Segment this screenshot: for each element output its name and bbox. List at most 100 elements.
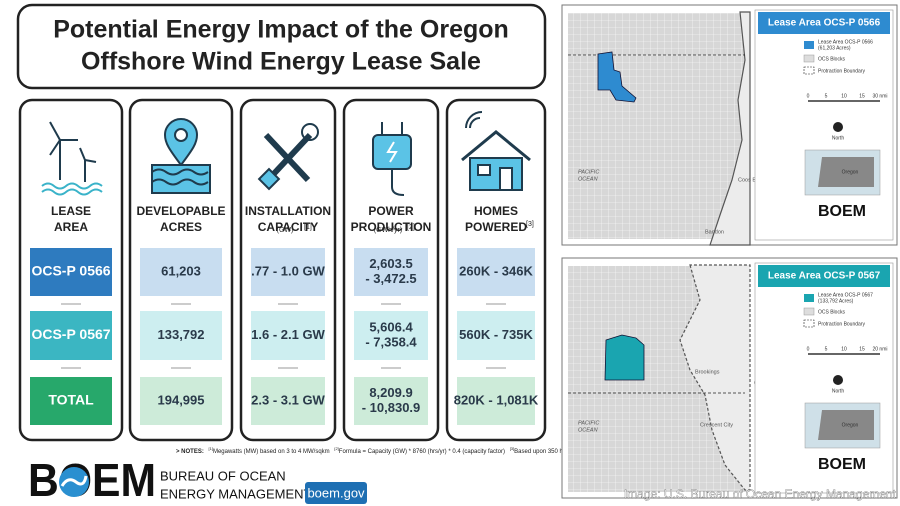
ocean-label: OCEAN	[578, 176, 598, 182]
cell-text: .77 - 1.0 GW	[251, 263, 325, 278]
table-cell	[354, 377, 428, 425]
map-title: Lease Area OCS-P 0567	[768, 271, 881, 282]
url: boem.gov	[307, 485, 365, 500]
map-title-box	[758, 265, 890, 287]
inset-state	[818, 410, 874, 440]
tools-icon	[257, 123, 319, 191]
column-header: LEASE	[51, 204, 91, 218]
table-cell	[251, 377, 325, 425]
place-label: Bandon	[705, 229, 724, 235]
scale-label: 20 nmi	[872, 346, 887, 352]
cell-text: 2.3 - 3.1 GW	[251, 392, 325, 407]
legend-swatch	[804, 294, 814, 302]
side-panel	[754, 9, 894, 241]
column-header: POWER	[368, 204, 414, 218]
cell-text: 2,603.5	[369, 256, 412, 271]
legend-swatch	[803, 319, 815, 328]
table-cell	[354, 311, 428, 360]
note-text: Formula = Capacity (GW) * 8760 (hrs/yr) …	[339, 449, 505, 455]
north-arrow	[833, 122, 843, 132]
cell-text: 194,995	[158, 392, 205, 407]
org-line: ENERGY MANAGEMENT	[160, 486, 312, 501]
column-unit: (GW)	[277, 227, 294, 234]
cell-text: OCS-P 0567	[31, 326, 110, 342]
table-cell	[30, 377, 112, 425]
scale-label: 0	[807, 346, 810, 352]
map-title-box	[758, 12, 890, 34]
scale-label: 0	[807, 93, 810, 99]
legend-swatch	[803, 66, 815, 75]
place-label: Crescent City	[700, 422, 733, 428]
column-unit: (GWh/yr)	[374, 227, 402, 234]
title-line: Offshore Wind Energy Lease Sale	[81, 48, 481, 76]
column-header: PRODUCTION	[351, 220, 432, 234]
title-box	[16, 3, 547, 90]
notes-label: > NOTES:	[176, 449, 204, 455]
icons	[41, 111, 531, 196]
column-header: POWERED	[465, 220, 527, 234]
logo-wave-line	[60, 475, 88, 487]
cell-text: 8,209.9	[369, 385, 412, 400]
logo: BOEM	[28, 454, 156, 506]
pin-icon	[151, 118, 211, 194]
inset-label: Oregon	[842, 169, 859, 175]
table-cell	[457, 311, 535, 360]
note-text: Megawatts (MW) based on 3 to 4 MW/sqkm	[213, 449, 330, 455]
column-header: CAPACITY	[258, 220, 318, 234]
table-cell	[251, 311, 325, 360]
inset-state	[818, 157, 874, 187]
cell-text: - 3,472.5	[365, 271, 416, 286]
scale-label: 5	[825, 346, 828, 352]
note-ref: [2]	[334, 446, 338, 451]
inset-label: Oregon	[842, 422, 859, 428]
column-header: DEVELOPABLE	[136, 204, 225, 218]
image-credit: Image: U.S. Bureau of Ocean Energy Manag…	[624, 487, 897, 501]
cell-text: TOTAL	[48, 392, 94, 408]
legend-text: Lease Area OCS-P 0567	[818, 292, 873, 298]
map-agency: BOEM	[818, 203, 866, 220]
north-label: North	[832, 388, 844, 394]
cell-text: - 7,358.4	[365, 334, 417, 349]
place-label: Coos Bay	[738, 177, 762, 183]
ocean-label: PACIFIC	[578, 169, 599, 175]
side-panel	[754, 262, 894, 494]
north-label: North	[832, 135, 844, 141]
note-ref: [3]	[510, 446, 514, 451]
ocean-label: PACIFIC	[578, 420, 599, 426]
column-header: AREA	[54, 220, 88, 234]
map-agency: BOEM	[818, 456, 866, 473]
org-line: BUREAU OF OCEAN	[160, 468, 286, 483]
cell-text: - 10,830.9	[362, 400, 421, 415]
legend-swatch	[803, 54, 815, 63]
ocean-label: OCEAN	[578, 427, 598, 433]
cell-text: 61,203	[161, 263, 201, 278]
legend-text: Protraction Boundary	[818, 321, 865, 327]
plug-icon	[372, 122, 412, 196]
cell-text: 260K - 346K	[459, 263, 533, 278]
legend-text: (133,792 Acres)	[818, 298, 854, 304]
table-cell	[140, 311, 222, 360]
coast	[709, 11, 751, 246]
legend-swatch	[803, 307, 815, 316]
notes: > NOTES: [1]Megawatts (MW) based on 3 to…	[176, 446, 601, 455]
scale-label: 30 nmi	[872, 93, 887, 99]
table-cell	[140, 377, 222, 425]
cell-text: 820K - 1,081K	[454, 392, 539, 407]
north-arrow	[833, 375, 843, 385]
legend-text: OCS Blocks	[818, 309, 845, 315]
title-line: Potential Energy Impact of the Oregon	[53, 16, 509, 44]
scale-label: 5	[825, 93, 828, 99]
column-header: HOMES	[474, 204, 518, 218]
table-cell	[354, 248, 428, 296]
map-title: Lease Area OCS-P 0566	[768, 18, 881, 29]
legend-text: (61,203 Acres)	[818, 45, 851, 51]
note-ref: [1]	[209, 446, 213, 451]
scale-label: 10	[841, 93, 847, 99]
place-label: Brookings	[695, 369, 720, 375]
note-text: Based upon 350 homes per MW	[514, 449, 600, 455]
table-cell	[457, 248, 535, 296]
column-header: ACRES	[160, 220, 202, 234]
ocean-grid	[568, 13, 750, 239]
column-ref: [2]	[407, 224, 415, 231]
